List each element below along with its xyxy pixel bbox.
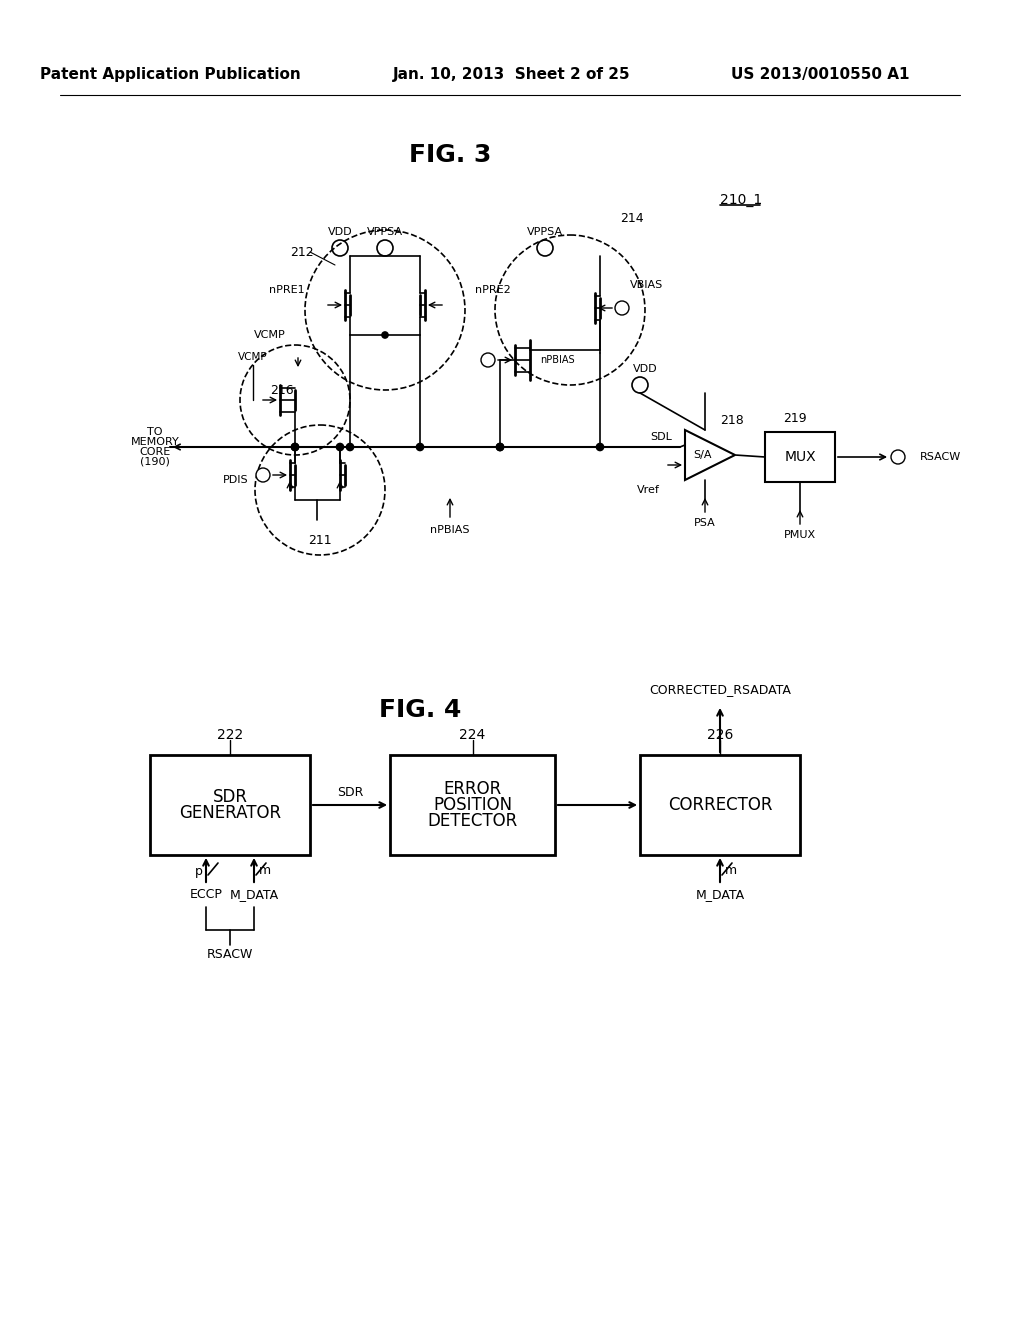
- Text: PDIS: PDIS: [222, 475, 248, 484]
- Text: Jan. 10, 2013  Sheet 2 of 25: Jan. 10, 2013 Sheet 2 of 25: [393, 67, 631, 82]
- Text: FIG. 4: FIG. 4: [379, 698, 461, 722]
- Text: 210_1: 210_1: [720, 193, 762, 207]
- Text: S/A: S/A: [693, 450, 713, 459]
- Text: Vref: Vref: [637, 484, 660, 495]
- Circle shape: [891, 450, 905, 465]
- Text: 216: 216: [270, 384, 294, 396]
- Bar: [765, 432, 835, 482]
- Text: CORRECTED_RSADATA: CORRECTED_RSADATA: [649, 684, 791, 697]
- Text: p: p: [196, 865, 203, 878]
- Text: M_DATA: M_DATA: [695, 888, 744, 902]
- Text: 222: 222: [217, 729, 243, 742]
- Bar: [390, 755, 555, 855]
- Text: VBIAS: VBIAS: [630, 280, 664, 290]
- Circle shape: [481, 352, 495, 367]
- Text: US 2013/0010550 A1: US 2013/0010550 A1: [731, 67, 909, 82]
- Text: 214: 214: [620, 211, 644, 224]
- Text: m: m: [259, 863, 271, 876]
- Text: VPPSA: VPPSA: [527, 227, 563, 238]
- Text: PMUX: PMUX: [784, 531, 816, 540]
- Polygon shape: [685, 430, 735, 480]
- Circle shape: [377, 240, 393, 256]
- Circle shape: [597, 444, 603, 450]
- Circle shape: [382, 333, 388, 338]
- Circle shape: [497, 444, 504, 450]
- Circle shape: [292, 444, 299, 450]
- Text: DETECTOR: DETECTOR: [427, 812, 517, 830]
- Text: SDL: SDL: [650, 432, 672, 442]
- Text: nPBIAS: nPBIAS: [540, 355, 574, 366]
- Text: GENERATOR: GENERATOR: [179, 804, 281, 822]
- Bar: [150, 755, 310, 855]
- Text: VDD: VDD: [328, 227, 352, 238]
- Circle shape: [337, 444, 343, 450]
- Circle shape: [615, 301, 629, 315]
- Text: 224: 224: [460, 729, 485, 742]
- Circle shape: [256, 469, 270, 482]
- Text: 219: 219: [783, 412, 807, 425]
- Text: VCMP: VCMP: [239, 352, 268, 362]
- Text: PSA: PSA: [694, 517, 716, 528]
- Circle shape: [292, 444, 299, 450]
- Text: POSITION: POSITION: [433, 796, 512, 814]
- Text: ERROR: ERROR: [443, 780, 502, 799]
- Text: RSACW: RSACW: [920, 451, 962, 462]
- Circle shape: [346, 444, 353, 450]
- Text: 212: 212: [290, 246, 313, 259]
- Text: SDR: SDR: [213, 788, 248, 807]
- Text: FIG. 3: FIG. 3: [409, 143, 492, 168]
- Text: 218: 218: [720, 413, 743, 426]
- Text: m: m: [725, 863, 737, 876]
- Text: CORE: CORE: [139, 447, 171, 457]
- Text: Patent Application Publication: Patent Application Publication: [40, 67, 300, 82]
- Text: nPBIAS: nPBIAS: [430, 525, 470, 535]
- Circle shape: [332, 240, 348, 256]
- Text: VPPSA: VPPSA: [367, 227, 403, 238]
- Text: MUX: MUX: [784, 450, 816, 465]
- Text: MEMORY: MEMORY: [131, 437, 179, 447]
- Bar: [640, 755, 800, 855]
- Text: RSACW: RSACW: [207, 949, 253, 961]
- Text: 211: 211: [308, 533, 332, 546]
- Text: nPRE2: nPRE2: [475, 285, 511, 294]
- Circle shape: [632, 378, 648, 393]
- Circle shape: [497, 444, 504, 450]
- Text: SDR: SDR: [337, 787, 364, 800]
- Text: ECCP: ECCP: [189, 888, 222, 902]
- Text: nPRE1: nPRE1: [269, 285, 305, 294]
- Text: TO: TO: [147, 426, 163, 437]
- Text: CORRECTOR: CORRECTOR: [668, 796, 772, 814]
- Circle shape: [537, 240, 553, 256]
- Text: VDD: VDD: [633, 364, 657, 374]
- Text: VCMP: VCMP: [254, 330, 286, 341]
- Circle shape: [417, 444, 424, 450]
- Text: 226: 226: [707, 729, 733, 742]
- Text: M_DATA: M_DATA: [229, 888, 279, 902]
- Text: (190): (190): [140, 457, 170, 467]
